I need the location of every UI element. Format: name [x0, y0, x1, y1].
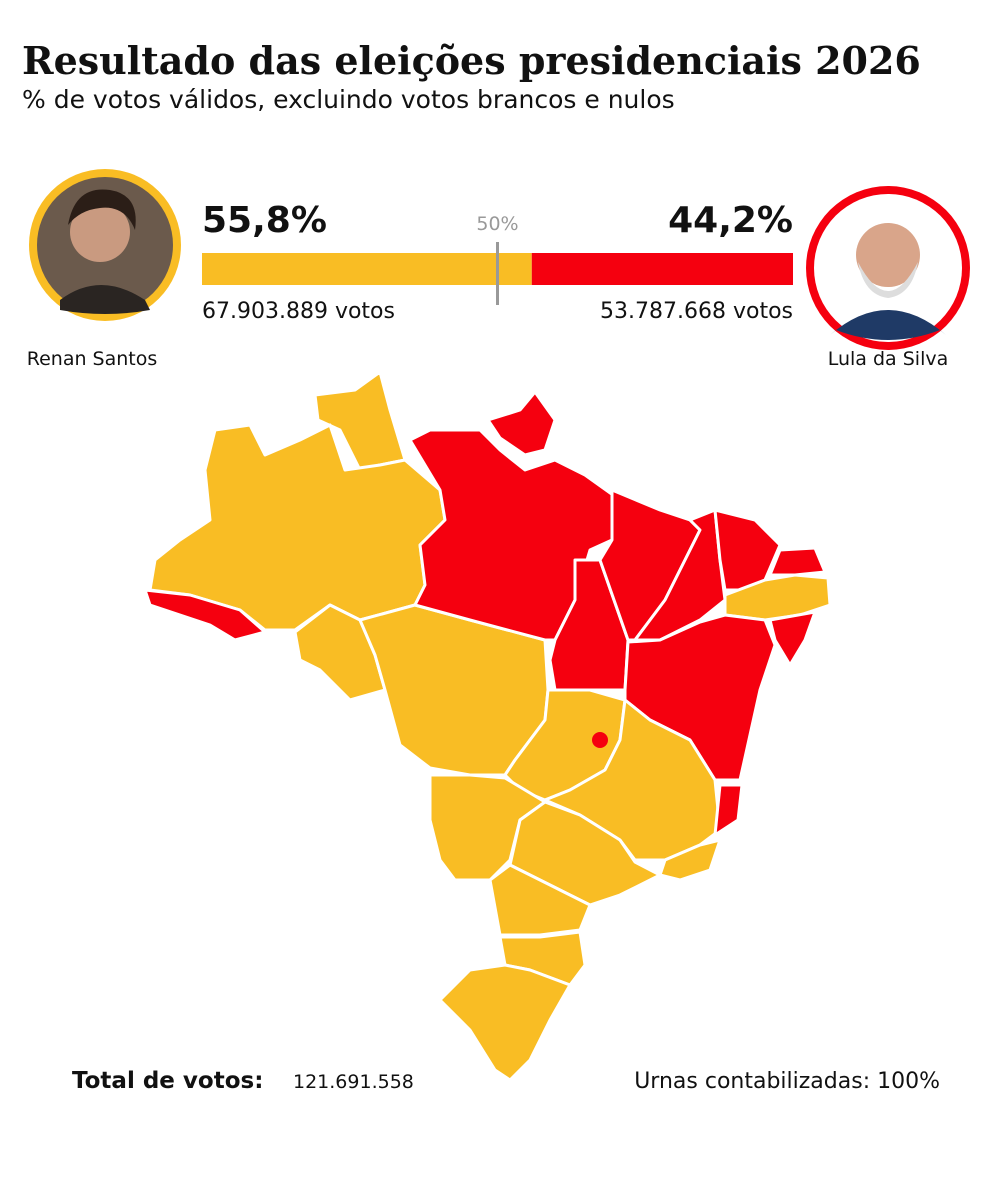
total-label: Total de votos:: [72, 1068, 263, 1094]
votes-label: 67.903.889 votos: [202, 299, 395, 324]
state: [486, 390, 557, 457]
map: [143, 370, 832, 1082]
state: [592, 732, 608, 748]
candidate-name: Lula da Silva: [828, 348, 949, 370]
share-label: 55,8%: [202, 200, 327, 241]
photo-left: [29, 169, 181, 321]
share-label: 44,2%: [668, 200, 793, 241]
share-segment: [531, 253, 793, 285]
candidate-name: Renan Santos: [27, 348, 158, 370]
total-value: 121.691.558: [293, 1071, 414, 1093]
state: [768, 610, 817, 667]
votes-label: 53.787.668 votos: [600, 299, 793, 324]
share-segment: [202, 253, 532, 285]
subtitle: % de votos válidos, excluindo votos bran…: [22, 85, 675, 114]
title: Resultado das eleições presidenciais 202…: [22, 38, 921, 83]
state: [143, 588, 267, 642]
state: [768, 546, 827, 577]
state: [488, 863, 592, 937]
state: [713, 783, 744, 837]
share-bar: 50%: [202, 213, 793, 305]
midline-label: 50%: [476, 213, 518, 235]
urns-counted: Urnas contabilizadas: 100%: [634, 1069, 940, 1094]
photo-right: [806, 186, 970, 350]
state: [438, 963, 572, 1082]
